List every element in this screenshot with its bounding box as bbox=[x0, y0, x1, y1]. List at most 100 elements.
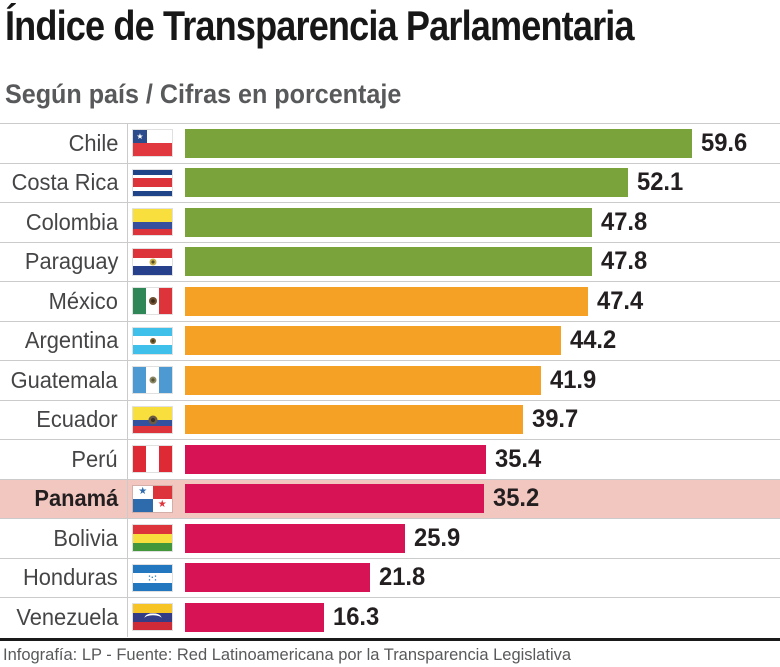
bar-area: 16.3 bbox=[185, 598, 780, 637]
colombia-flag-icon bbox=[133, 209, 172, 236]
country-label: Honduras bbox=[0, 558, 128, 597]
value-label: 52.1 bbox=[637, 168, 684, 197]
country-label: Colombia bbox=[0, 203, 128, 242]
country-label-text: Honduras bbox=[23, 564, 118, 591]
bar-area: 35.4 bbox=[185, 440, 780, 479]
chart-row-paraguay: Paraguay 47.8 bbox=[0, 241, 780, 281]
chart-row-colombia: Colombia 47.8 bbox=[0, 202, 780, 242]
honduras-flag-icon: :·: bbox=[133, 564, 172, 591]
flag-canton: ★ bbox=[133, 130, 148, 144]
value-bar bbox=[185, 602, 324, 632]
bar-area: 47.4 bbox=[185, 282, 780, 321]
value-label: 47.8 bbox=[600, 247, 647, 276]
flag-stripe bbox=[133, 564, 172, 573]
ecuador-flag-icon bbox=[133, 406, 172, 433]
flag-stripe bbox=[133, 525, 172, 534]
flag-stripe bbox=[133, 406, 172, 420]
flag-stripe bbox=[133, 327, 172, 337]
value-bar bbox=[185, 207, 592, 237]
star-icon: ★ bbox=[157, 499, 167, 511]
flag-stripes bbox=[133, 446, 172, 473]
bar-area: 35.2 bbox=[185, 480, 780, 519]
country-label-text: México bbox=[48, 287, 118, 314]
country-label: Costa Rica bbox=[0, 163, 128, 202]
flag-stripe bbox=[133, 187, 172, 191]
value-label: 47.8 bbox=[600, 207, 647, 236]
value-bar bbox=[185, 128, 692, 158]
flag-stripe bbox=[133, 209, 172, 223]
country-label-text: Perú bbox=[71, 445, 118, 472]
flag-emblem-icon bbox=[148, 415, 157, 425]
flag-quarter-tl: ★ bbox=[133, 485, 153, 499]
paraguay-flag-icon bbox=[133, 248, 172, 275]
flag-stripes bbox=[133, 169, 172, 196]
flag-quarter-tr bbox=[152, 485, 172, 499]
chart-row-honduras: Honduras :·: 21.8 bbox=[0, 557, 780, 598]
country-label: Perú bbox=[0, 440, 128, 479]
value-label: 44.2 bbox=[570, 326, 617, 355]
value-label: 47.4 bbox=[597, 286, 644, 315]
chart-row-mexico: México 47.4 bbox=[0, 281, 780, 321]
flag-stripe bbox=[133, 446, 146, 473]
value-label: 35.4 bbox=[495, 444, 542, 473]
flag-stripe bbox=[159, 288, 172, 315]
country-label-text: Panamá bbox=[34, 485, 118, 512]
chart-row-argentina: Argentina 44.2 bbox=[0, 320, 780, 360]
country-label: Paraguay bbox=[0, 242, 128, 281]
flag-stripe bbox=[133, 228, 172, 236]
argentina-flag-icon bbox=[133, 327, 172, 354]
chart-row-panama: Panamá ★ ★ 35.2 bbox=[0, 478, 780, 519]
chart-row-peru: Perú 35.4 bbox=[0, 439, 780, 479]
flag-stripe bbox=[133, 169, 172, 175]
flag-stripe bbox=[133, 190, 172, 196]
value-bar bbox=[185, 563, 371, 593]
flag-cell: ★ ★ bbox=[128, 485, 185, 512]
guatemala-flag-icon bbox=[133, 367, 172, 394]
flag-stripe bbox=[145, 446, 160, 473]
chart-row-costa-rica: Costa Rica 52.1 bbox=[0, 162, 780, 203]
value-bar bbox=[185, 326, 561, 356]
value-label: 21.8 bbox=[379, 563, 426, 592]
flag-cell bbox=[128, 446, 185, 473]
flag-cell bbox=[128, 525, 185, 552]
country-label: Argentina bbox=[0, 321, 128, 360]
bar-area: 52.1 bbox=[185, 164, 780, 203]
country-label-text: Bolivia bbox=[53, 524, 118, 551]
page-subtitle: Según país / Cifras en porcentaje bbox=[5, 79, 402, 109]
chart-row-guatemala: Guatemala 41.9 bbox=[0, 360, 780, 400]
value-bar bbox=[185, 444, 487, 474]
flag-cell: ★ bbox=[128, 130, 185, 157]
flag-stripes bbox=[133, 209, 172, 236]
peru-flag-icon bbox=[133, 446, 172, 473]
flag-cell bbox=[128, 604, 185, 631]
flag-cell bbox=[128, 169, 185, 196]
country-label-text: Guatemala bbox=[11, 366, 118, 393]
bar-area: 39.7 bbox=[185, 401, 780, 440]
value-bar bbox=[185, 405, 523, 435]
country-label-text: Costa Rica bbox=[11, 169, 118, 196]
chart-row-bolivia: Bolivia 25.9 bbox=[0, 518, 780, 558]
value-label: 59.6 bbox=[701, 128, 748, 157]
flag-emblem-icon bbox=[149, 337, 156, 344]
chart-row-chile: Chile ★ 59.6 bbox=[0, 123, 780, 163]
value-label: 35.2 bbox=[493, 484, 540, 513]
country-label-text: Ecuador bbox=[36, 406, 118, 433]
bar-area: 21.8 bbox=[185, 559, 780, 598]
flag-emblem-icon bbox=[148, 297, 157, 306]
chile-flag-icon: ★ bbox=[133, 130, 172, 157]
flag-stripe bbox=[133, 178, 172, 188]
country-label-text: Chile bbox=[68, 129, 118, 156]
flag-stripe bbox=[159, 446, 172, 473]
stars-icon: :·: bbox=[148, 572, 157, 583]
country-label: Venezuela bbox=[0, 598, 128, 637]
star-icon: ★ bbox=[138, 486, 148, 498]
bar-area: 47.8 bbox=[185, 203, 780, 242]
flag-cell bbox=[128, 209, 185, 236]
flag-cell bbox=[128, 327, 185, 354]
flag-stripe bbox=[133, 222, 172, 229]
flag-stripe bbox=[133, 345, 172, 354]
value-bar bbox=[185, 286, 589, 316]
flag-stripe bbox=[133, 266, 172, 275]
flag-emblem-icon bbox=[149, 258, 156, 266]
